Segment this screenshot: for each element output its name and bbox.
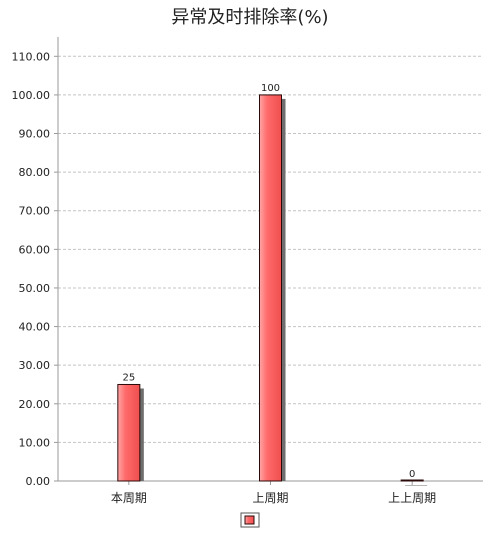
x-tick-label: 本周期 xyxy=(111,491,147,505)
legend-swatch xyxy=(244,515,255,525)
data-label: 0 xyxy=(409,469,415,480)
y-tick-label: 80.00 xyxy=(19,166,51,179)
bar-shadow xyxy=(405,485,428,486)
legend xyxy=(240,512,260,528)
bar xyxy=(117,383,141,482)
data-label: 25 xyxy=(122,372,135,383)
y-tick-label: 90.00 xyxy=(19,128,51,141)
data-label: 100 xyxy=(261,83,280,94)
y-tick-label: 30.00 xyxy=(19,359,51,372)
bar xyxy=(259,94,282,482)
y-tick-label: 40.00 xyxy=(19,321,51,334)
y-tick-label: 110.00 xyxy=(12,50,51,63)
bar xyxy=(400,479,424,482)
chart-title: 异常及时排除率(%) xyxy=(171,7,328,28)
x-tick-label: 上周期 xyxy=(252,491,288,505)
x-tick-label: 上上周期 xyxy=(388,491,436,505)
y-tick-label: 100.00 xyxy=(12,89,51,102)
y-tick-label: 20.00 xyxy=(19,398,51,411)
y-tick-label: 60.00 xyxy=(19,243,51,256)
y-axis-ticks: 0.00 10.00 20.00 30.00 40.00 50.00 60.00 70.00 8… xyxy=(12,50,58,488)
x-axis-ticks: 本周期 上周期 上上周期 xyxy=(111,481,436,505)
bars xyxy=(117,94,428,486)
y-tick-label: 10.00 xyxy=(19,436,51,449)
y-tick-label: 50.00 xyxy=(19,282,51,295)
y-tick-label: 0.00 xyxy=(26,475,51,488)
data-labels: 25 100 0 xyxy=(122,83,415,480)
y-tick-label: 70.00 xyxy=(19,205,51,218)
